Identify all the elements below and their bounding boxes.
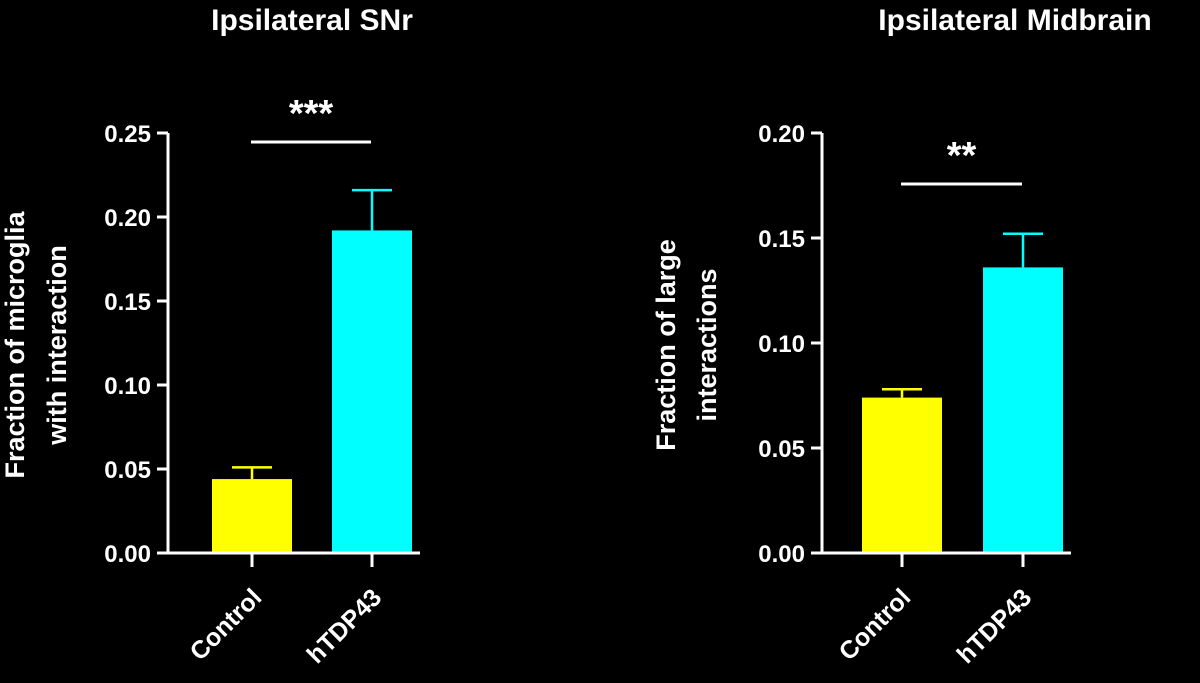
bar-htdp43 [983, 267, 1063, 553]
y-tick-label: 0.00 [104, 541, 151, 568]
y-tick-label: 0.20 [104, 205, 151, 232]
bar-htdp43 [332, 230, 412, 553]
y-tick-label: 0.25 [104, 121, 151, 148]
bar-control [862, 397, 942, 553]
chart-title: Ipsilateral Midbrain [878, 4, 1151, 37]
y-tick-label: 0.10 [104, 373, 151, 400]
x-tick-label: hTDP43 [952, 583, 1038, 669]
y-tick-label: 0.15 [104, 289, 151, 316]
x-tick-label: Control [834, 583, 917, 666]
chart-panel-snr: Ipsilateral SNr Fraction of microglia wi… [0, 4, 420, 669]
y-tick-label: 0.05 [104, 457, 151, 484]
y-tick-label: 0.00 [758, 541, 805, 568]
y-axis-label-line1: Fraction of large [651, 239, 681, 451]
y-tick-label: 0.10 [758, 331, 805, 358]
y-axis-label-line2: interactions [692, 268, 722, 421]
y-axis-label-line1: Fraction of microglia [0, 211, 30, 479]
y-tick-label: 0.05 [758, 436, 805, 463]
x-tick-label: Control [185, 583, 268, 666]
bar-control [212, 479, 292, 553]
y-axis-label-line2: with interaction [42, 245, 72, 446]
x-tick-label: hTDP43 [302, 583, 388, 669]
significance-label: *** [289, 93, 334, 135]
chart-panel-midbrain: Ipsilateral Midbrain Fraction of large i… [651, 4, 1152, 669]
significance-label: ** [947, 135, 977, 177]
y-tick-label: 0.15 [758, 226, 805, 253]
chart-title: Ipsilateral SNr [211, 4, 413, 37]
y-tick-label: 0.20 [758, 121, 805, 148]
